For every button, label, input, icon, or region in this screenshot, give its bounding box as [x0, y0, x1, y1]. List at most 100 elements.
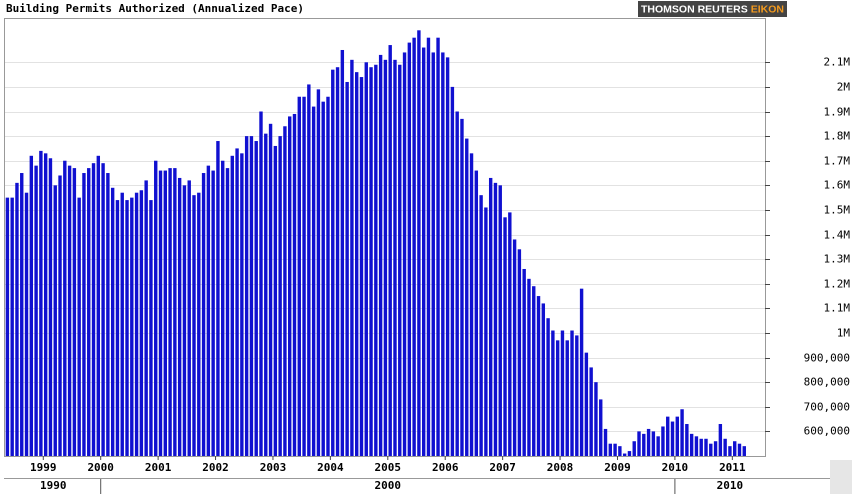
x-tick-label: 2005: [375, 461, 402, 474]
y-tick-label: 1.1M: [824, 302, 851, 315]
bar: [307, 84, 311, 456]
bar: [335, 67, 340, 456]
bar: [527, 278, 531, 456]
bar: [201, 173, 206, 457]
y-tick-label: 1.2M: [824, 278, 851, 291]
bar: [82, 173, 86, 457]
bar: [173, 168, 177, 456]
decade-label: 2010: [717, 479, 744, 492]
bar: [551, 330, 555, 456]
bar: [742, 446, 746, 456]
bar: [20, 173, 24, 457]
bar: [445, 57, 450, 456]
chart-title: Building Permits Authorized (Annualized …: [6, 2, 304, 15]
bar: [555, 340, 560, 456]
bar: [603, 428, 608, 456]
bar: [393, 59, 397, 457]
bar: [125, 200, 129, 456]
bar: [297, 96, 301, 456]
bar: [699, 438, 703, 456]
bar: [579, 288, 584, 456]
bar: [101, 163, 105, 456]
bar: [364, 62, 368, 456]
x-tick-label: 2007: [489, 461, 516, 474]
bar: [283, 126, 287, 457]
bar: [503, 217, 507, 456]
bar: [24, 192, 29, 456]
bar: [613, 443, 617, 456]
y-tick-label: 1.5M: [824, 204, 851, 217]
bar: [713, 441, 718, 456]
bar: [43, 153, 48, 456]
bar: [34, 165, 38, 456]
bar: [632, 441, 636, 456]
bar: [273, 145, 278, 456]
bar: [278, 136, 282, 456]
bar: [120, 192, 124, 456]
bar: [546, 318, 550, 456]
bar: [421, 47, 426, 457]
bar: [359, 77, 364, 456]
bar: [522, 268, 526, 456]
bar: [39, 150, 43, 456]
bar: [441, 52, 445, 457]
bar: [709, 443, 713, 456]
bar: [599, 399, 603, 456]
bar: [718, 424, 723, 456]
y-tick-label: 2.1M: [824, 56, 851, 69]
bar: [417, 30, 421, 456]
x-tick-label: 2002: [202, 461, 229, 474]
bar: [666, 416, 670, 456]
decade-label: 2000: [375, 479, 402, 492]
bar: [158, 170, 163, 456]
bar: [426, 37, 431, 456]
bar: [230, 155, 234, 456]
bar: [460, 118, 464, 457]
bar: [584, 352, 589, 456]
bar: [130, 197, 134, 456]
bar: [77, 197, 81, 456]
bar: [594, 382, 598, 456]
bar: [211, 170, 215, 456]
bar: [723, 438, 727, 456]
bar: [402, 52, 407, 457]
corner-box: [830, 460, 852, 494]
bar: [412, 37, 416, 456]
plot-frame: [4, 18, 766, 457]
bar: [311, 106, 316, 457]
bar: [106, 173, 110, 457]
bar: [187, 180, 191, 457]
bar: [484, 207, 488, 456]
bar: [608, 443, 613, 456]
bar: [254, 141, 258, 457]
decade-label: 1990: [40, 479, 67, 492]
bar: [704, 438, 708, 456]
bar: [163, 170, 167, 456]
bar: [168, 168, 172, 456]
bar: [91, 163, 96, 456]
bar: [321, 101, 325, 457]
x-tick-label: 2001: [145, 461, 172, 474]
bar: [115, 200, 120, 456]
x-tick-label: 2004: [317, 461, 344, 474]
bar: [570, 330, 574, 456]
bar: [627, 451, 632, 456]
bar: [646, 428, 651, 456]
y-tick-label: 1.7M: [824, 155, 851, 168]
logo-box: [638, 1, 787, 17]
y-tick-label: 700,000: [804, 401, 850, 414]
bar: [656, 436, 660, 456]
x-tick-label: 2008: [547, 461, 574, 474]
x-tick-label: 2009: [604, 461, 631, 474]
bar: [221, 160, 225, 456]
bar: [450, 86, 455, 457]
bar: [637, 431, 641, 456]
y-tick-label: 1.8M: [824, 130, 851, 143]
bar: [302, 96, 306, 456]
bar: [398, 64, 402, 456]
bar: [53, 185, 57, 456]
x-tick-label: 2000: [87, 461, 114, 474]
y-tick-label: 800,000: [804, 376, 850, 389]
bar: [536, 296, 541, 456]
bar: [670, 421, 675, 456]
